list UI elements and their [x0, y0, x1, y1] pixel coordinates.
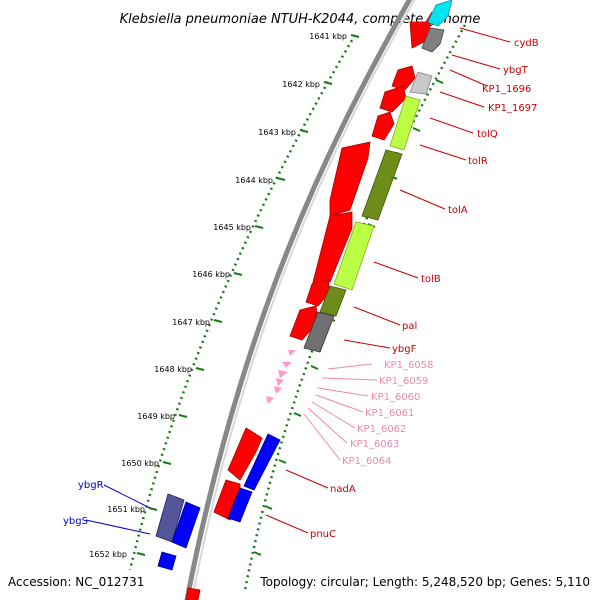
gene-label[interactable]: KP1_1696 — [482, 84, 531, 95]
kbp-label: 1650 kbp — [121, 459, 159, 468]
gene-label[interactable]: pal — [402, 321, 417, 332]
right-label-connectors — [265, 27, 511, 534]
map-title: Klebsiella pneumoniae NTUH-K2044, comple… — [120, 12, 481, 27]
kbp-label: 1646 kbp — [192, 270, 230, 279]
gene-box[interactable] — [303, 311, 335, 353]
gene-box[interactable] — [333, 221, 375, 291]
gene-label[interactable]: ybgF — [392, 344, 417, 355]
kbp-label: 1644 kbp — [235, 176, 273, 185]
outer-strand-genes — [227, 0, 453, 523]
gene-box[interactable] — [243, 433, 281, 491]
gene-label[interactable]: cydB — [514, 38, 539, 49]
kbp-label: 1648 kbp — [154, 365, 192, 374]
gene-arrow[interactable] — [379, 85, 407, 113]
gene-arrow[interactable] — [289, 305, 319, 341]
topology-text: Topology: circular; Length: 5,248,520 bp… — [259, 575, 590, 589]
gene-label[interactable]: tolB — [421, 274, 441, 285]
kbp-label: 1642 kbp — [282, 80, 320, 89]
gene-label[interactable]: KP1_6063 — [350, 439, 399, 450]
gene-box[interactable] — [421, 27, 445, 53]
left-label-connectors — [85, 484, 151, 535]
gene-box[interactable] — [171, 501, 201, 549]
gene-box[interactable] — [361, 149, 403, 221]
kbp-label: 1652 kbp — [89, 550, 127, 559]
kbp-label: 1647 kbp — [172, 318, 210, 327]
kbp-label: 1649 kbp — [137, 412, 175, 421]
gene-label[interactable]: KP1_6061 — [365, 408, 414, 419]
kbp-tick-marks — [136, 34, 360, 556]
forward-strand-genes — [185, 11, 433, 600]
gene-box[interactable] — [427, 0, 453, 27]
gene-label[interactable]: KP1_6058 — [384, 360, 433, 371]
gene-box[interactable] — [227, 487, 253, 523]
gene-arrow[interactable] — [371, 111, 395, 141]
gene-arrow[interactable] — [311, 211, 353, 287]
kbp-label: 1641 kbp — [309, 32, 347, 41]
gene-arrow[interactable] — [227, 427, 263, 481]
gene-label[interactable]: ybgT — [503, 65, 529, 76]
gene-arrow[interactable] — [329, 141, 371, 217]
gene-label[interactable]: ybgR — [78, 480, 104, 491]
kbp-label: 1651 kbp — [107, 505, 145, 514]
gene-label[interactable]: tolQ — [477, 129, 498, 140]
tick-track — [128, 34, 357, 571]
gene-box[interactable] — [389, 95, 421, 151]
gene-arrow[interactable] — [305, 279, 331, 307]
gene-label[interactable]: tolA — [448, 205, 468, 216]
kbp-label: 1643 kbp — [258, 128, 296, 137]
gene-label[interactable]: KP1_6059 — [379, 376, 428, 387]
gene-box[interactable] — [409, 71, 433, 95]
gene-box[interactable] — [319, 285, 347, 317]
backbone-inner — [190, 0, 416, 600]
gene-label[interactable]: pnuC — [310, 529, 336, 540]
gene-label[interactable]: KP1_6060 — [371, 392, 420, 403]
gene-box[interactable] — [157, 551, 177, 571]
gene-label[interactable]: nadA — [330, 484, 356, 495]
left-gene-labels: ybgR ybgS — [63, 480, 104, 527]
right-gene-labels: cydB ybgT KP1_1696 KP1_1697 tolQ tolR to… — [310, 38, 539, 540]
gene-arrow[interactable] — [391, 65, 416, 91]
gene-label[interactable]: ybgS — [63, 516, 88, 527]
gene-label[interactable]: KP1_6064 — [342, 456, 391, 467]
pink-label-connectors — [303, 363, 378, 461]
gene-label[interactable]: tolR — [468, 156, 488, 167]
kbp-label: 1645 kbp — [213, 223, 251, 232]
inner-strand-genes — [155, 493, 201, 571]
small-pink-features — [266, 350, 296, 404]
gene-label[interactable]: KP1_1697 — [488, 103, 537, 114]
backbone-outer — [184, 0, 413, 600]
accession-text: Accession: NC_012731 — [8, 575, 144, 589]
gene-label[interactable]: KP1_6062 — [357, 424, 406, 435]
gene-arrow[interactable] — [185, 587, 201, 600]
